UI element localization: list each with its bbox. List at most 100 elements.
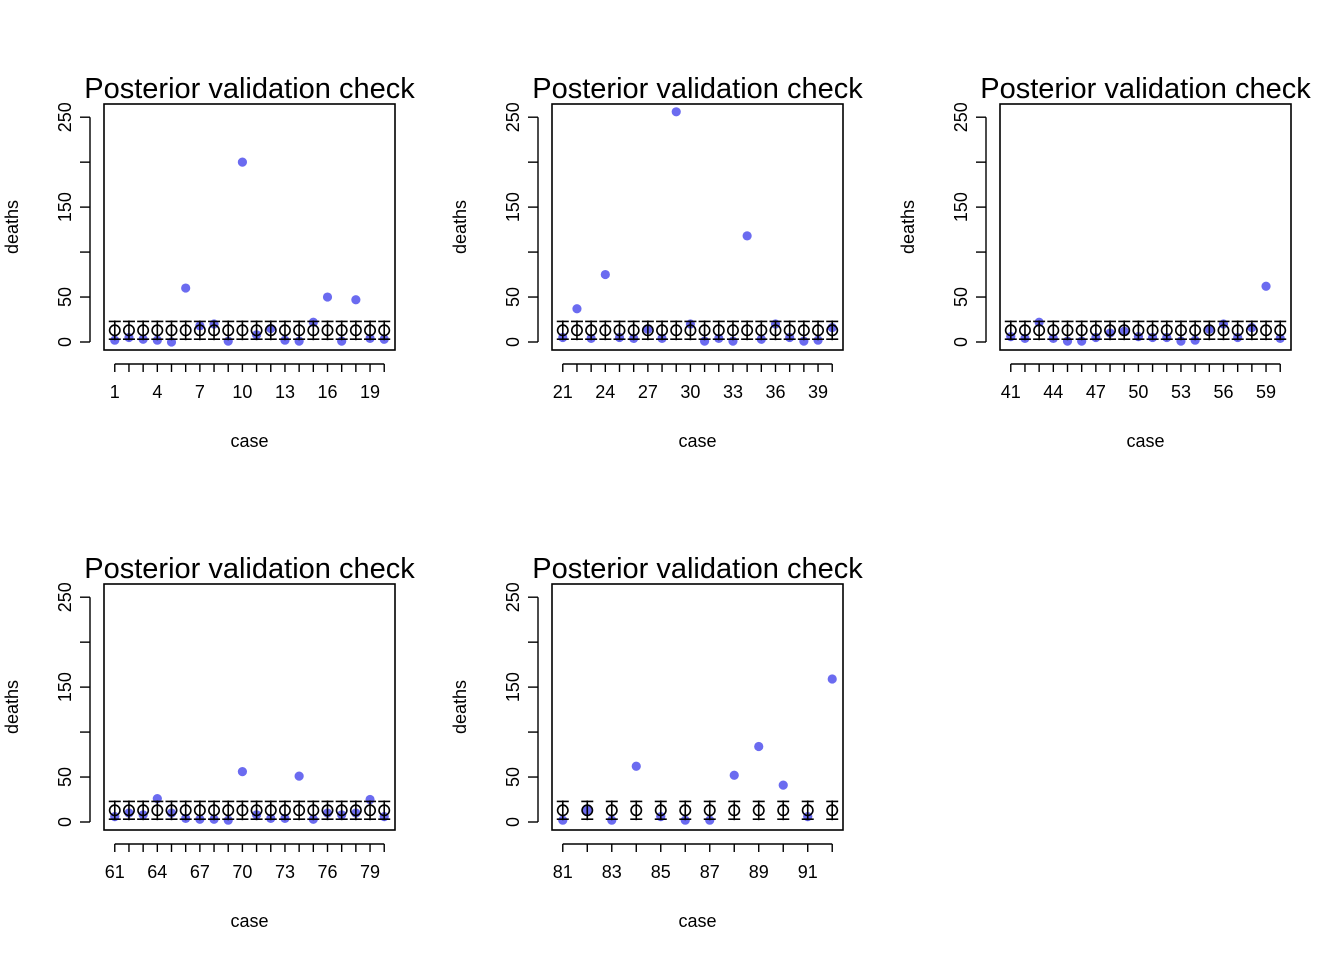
replicated-median-point	[556, 804, 569, 817]
replicated-median-point	[752, 804, 765, 817]
x-tick-label: 61	[105, 862, 125, 882]
replicated-median-point	[222, 804, 235, 817]
replicated-median-point	[605, 804, 618, 817]
plot-frame	[103, 103, 396, 351]
replicated-median-point	[364, 804, 377, 817]
y-tick-label: 150	[503, 672, 523, 702]
x-tick-label: 27	[638, 382, 658, 402]
y-tick-label: 0	[55, 817, 75, 827]
replicated-median-point	[726, 324, 739, 337]
replicated-median-point	[755, 324, 768, 337]
plot-frame	[103, 583, 396, 831]
observed-point	[294, 771, 304, 781]
plot-frame	[999, 103, 1292, 351]
x-tick-label: 89	[749, 862, 769, 882]
panel-cases-81-92: Posterior validation check 0 50 150 250 death…	[450, 553, 863, 931]
replicated-median-point	[656, 324, 669, 337]
y-tick-label: 250	[503, 102, 523, 132]
replicated-median-point	[826, 804, 839, 817]
y-tick-label: 150	[55, 672, 75, 702]
replicated-median-point	[236, 804, 249, 817]
y-tick-label: 0	[503, 817, 523, 827]
replicated-median-point	[654, 804, 667, 817]
replicated-median-point	[801, 804, 814, 817]
y-tick-label: 250	[951, 102, 971, 132]
replicated-median-point	[1189, 324, 1202, 337]
replicated-median-point	[1132, 324, 1145, 337]
replicated-median-point	[349, 324, 362, 337]
replicated-median-point	[193, 324, 206, 337]
observed-point	[1261, 281, 1271, 291]
x-tick-label: 19	[360, 382, 380, 402]
replicated-median-point	[777, 804, 790, 817]
replicated-median-point	[208, 324, 221, 337]
replicated-median-point	[250, 324, 263, 337]
x-tick-label: 87	[700, 862, 720, 882]
observed-point	[778, 780, 788, 790]
replicated-median-point	[1118, 324, 1131, 337]
observed-point	[742, 231, 752, 241]
x-tick-label: 1	[110, 382, 120, 402]
x-tick-label: 24	[595, 382, 615, 402]
replicated-median-point	[641, 324, 654, 337]
y-tick-label: 250	[55, 102, 75, 132]
chart-title: Posterior validation check	[84, 73, 415, 105]
x-tick-label: 53	[1171, 382, 1191, 402]
replicated-median-point	[812, 324, 825, 337]
replicated-median-point	[684, 324, 697, 337]
replicated-median-point	[1231, 324, 1244, 337]
replicated-median-point	[1047, 324, 1060, 337]
panel-cases-1-20: Posterior validation check 0 50 150 250 death…	[2, 73, 415, 451]
replicated-median-point	[1203, 324, 1216, 337]
observed-point	[671, 107, 681, 117]
replicated-median-point	[627, 324, 640, 337]
y-tick-label: 150	[951, 192, 971, 222]
x-tick-label: 73	[275, 862, 295, 882]
x-tick-label: 44	[1043, 382, 1063, 402]
replicated-median-point	[122, 324, 135, 337]
replicated-median-point	[321, 324, 334, 337]
x-tick-label: 39	[808, 382, 828, 402]
replicated-median-point	[364, 324, 377, 337]
chart-title: Posterior validation check	[532, 553, 863, 585]
replicated-median-point	[293, 804, 306, 817]
replicated-median-point	[321, 804, 334, 817]
replicated-median-point	[670, 324, 683, 337]
panel-cases-41-60: Posterior validation check 0 50 150 250 death…	[898, 73, 1311, 451]
observed-point	[237, 157, 248, 167]
replicated-median-point	[307, 804, 320, 817]
x-tick-label: 4	[152, 382, 162, 402]
replicated-median-point	[1061, 324, 1074, 337]
replicated-median-point	[1260, 324, 1273, 337]
x-tick-label: 30	[680, 382, 700, 402]
y-tick-label: 50	[55, 287, 75, 307]
replicated-median-point	[378, 804, 391, 817]
panel-cases-61-80: Posterior validation check 0 50 150 250 death…	[2, 553, 415, 931]
x-tick-label: 13	[275, 382, 295, 402]
plot-frame	[551, 103, 844, 351]
observed-point	[237, 767, 248, 777]
x-tick-label: 79	[360, 862, 380, 882]
observed-point	[754, 741, 764, 752]
y-tick-label: 0	[951, 337, 971, 347]
replicated-median-point	[1245, 324, 1258, 337]
x-tick-label: 21	[553, 382, 573, 402]
replicated-median-point	[165, 804, 178, 817]
replicated-median-point	[1089, 324, 1102, 337]
replicated-median-point	[630, 804, 643, 817]
observed-point	[729, 770, 739, 780]
replicated-median-point	[1075, 324, 1088, 337]
replicated-median-point	[122, 804, 135, 817]
replicated-median-point	[1160, 324, 1173, 337]
x-axis-label: case	[678, 911, 716, 931]
x-tick-label: 36	[765, 382, 785, 402]
x-tick-label: 67	[190, 862, 210, 882]
replicated-median-point	[783, 324, 796, 337]
replicated-median-point	[581, 804, 594, 817]
x-tick-label: 59	[1256, 382, 1276, 402]
replicated-median-point	[307, 324, 320, 337]
replicated-median-point	[236, 324, 249, 337]
replicated-median-point	[179, 324, 192, 337]
y-axis-label: deaths	[450, 680, 470, 734]
